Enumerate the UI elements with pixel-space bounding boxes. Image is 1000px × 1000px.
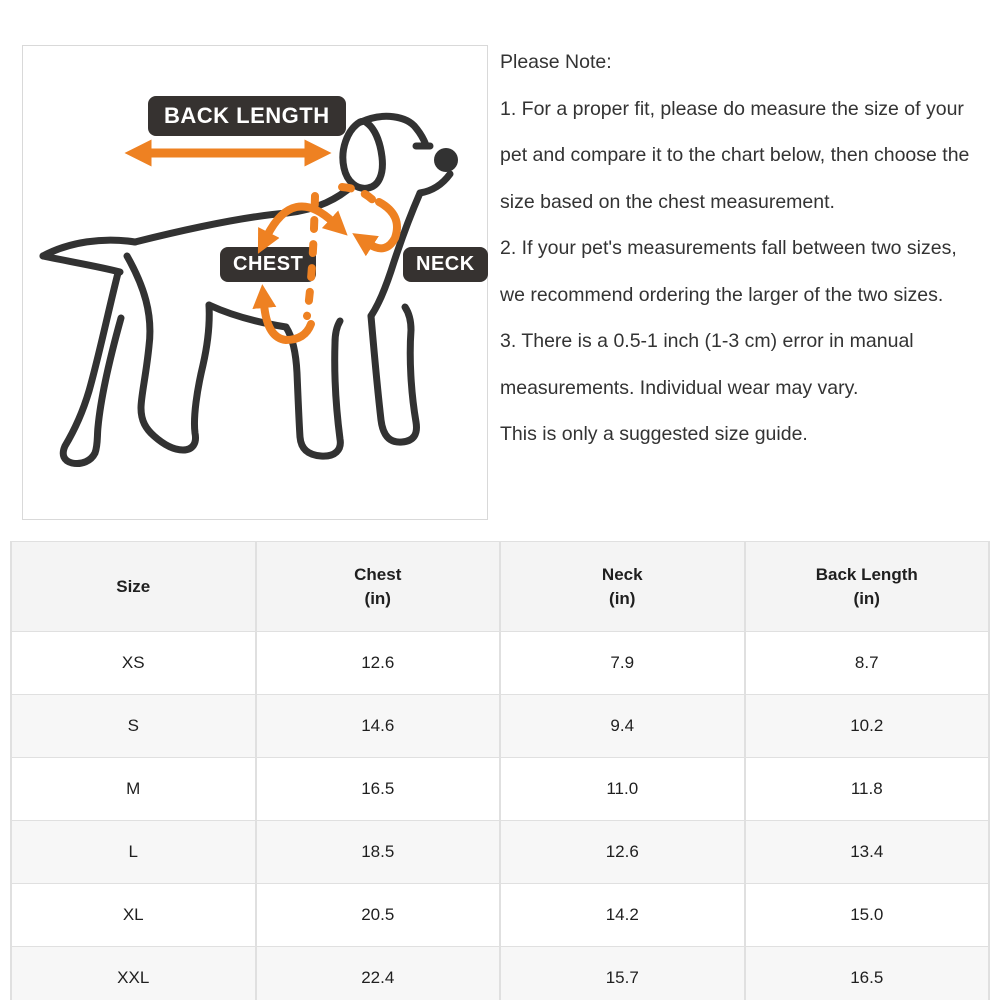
table-cell: L [10, 820, 257, 884]
table-cell: XXL [10, 946, 257, 1000]
table-cell: 10.2 [743, 694, 990, 758]
chest-girth-arrows-icon [252, 192, 348, 344]
table-row: M 16.5 11.0 11.8 [10, 757, 990, 821]
table-cell: 11.8 [743, 757, 990, 821]
note-line: 2. If your pet's measurements fall betwe… [500, 237, 957, 259]
note-line: pet and compare it to the chart below, t… [500, 144, 970, 166]
chest-badge: CHEST [220, 247, 317, 282]
header-cell-size: Size [10, 541, 257, 632]
table-cell: 22.4 [254, 946, 501, 1000]
table-cell: 15.7 [499, 946, 746, 1000]
table-cell: S [10, 694, 257, 758]
table-cell: 12.6 [254, 631, 501, 695]
table-cell: 12.6 [499, 820, 746, 884]
table-row: XL 20.5 14.2 15.0 [10, 883, 990, 947]
table-cell: 8.7 [743, 631, 990, 695]
table-row: XXL 22.4 15.7 16.5 [10, 946, 990, 1000]
table-header-row: Size Chest (in) Neck (in) Back Length (i… [10, 541, 990, 632]
table-row: S 14.6 9.4 10.2 [10, 694, 990, 758]
note-line: 1. For a proper fit, please do measure t… [500, 97, 964, 120]
table-cell: 7.9 [499, 631, 746, 695]
table-cell: 20.5 [254, 883, 501, 947]
dog-ear-icon [339, 117, 386, 192]
table-row: L 18.5 12.6 13.4 [10, 820, 990, 884]
note-line: Please Note: [500, 51, 612, 73]
table-cell: XS [10, 631, 257, 695]
table-cell: 16.5 [743, 946, 990, 1000]
dog-nose-icon [434, 148, 458, 172]
table-cell: 9.4 [499, 694, 746, 758]
table-cell: 18.5 [254, 820, 501, 884]
neck-badge: NECK [403, 247, 488, 282]
header-cell-back-length: Back Length (in) [743, 541, 990, 632]
notes-text: Please Note: 1. For a proper fit, please… [500, 39, 1000, 458]
neck-girth-arrows-icon [338, 183, 401, 257]
note-line: 3. There is a 0.5-1 inch (1-3 cm) error … [500, 330, 914, 352]
measurement-diagram: BACK LENGTH CHEST NECK [22, 45, 488, 520]
size-table: Size Chest (in) Neck (in) Back Length (i… [10, 541, 990, 1000]
note-line: This is only a suggested size guide. [500, 423, 808, 445]
header-cell-chest: Chest (in) [254, 541, 501, 632]
back-length-badge: BACK LENGTH [148, 96, 346, 136]
table-cell: 15.0 [743, 883, 990, 947]
table-cell: 11.0 [499, 757, 746, 821]
table-cell: 16.5 [254, 757, 501, 821]
table-row: XS 12.6 7.9 8.7 [10, 631, 990, 695]
table-cell: 13.4 [743, 820, 990, 884]
note-line: measurements. Individual wear may vary. [500, 376, 859, 399]
table-cell: 14.2 [499, 883, 746, 947]
table-cell: 14.6 [254, 694, 501, 758]
table-cell: M [10, 757, 257, 821]
note-line: size based on the chest measurement. [500, 190, 835, 213]
dog-measurement-svg [39, 112, 458, 467]
dog-illustration [39, 112, 458, 467]
note-line: we recommend ordering the larger of the … [500, 283, 944, 306]
header-cell-neck: Neck (in) [499, 541, 746, 632]
table-cell: XL [10, 883, 257, 947]
